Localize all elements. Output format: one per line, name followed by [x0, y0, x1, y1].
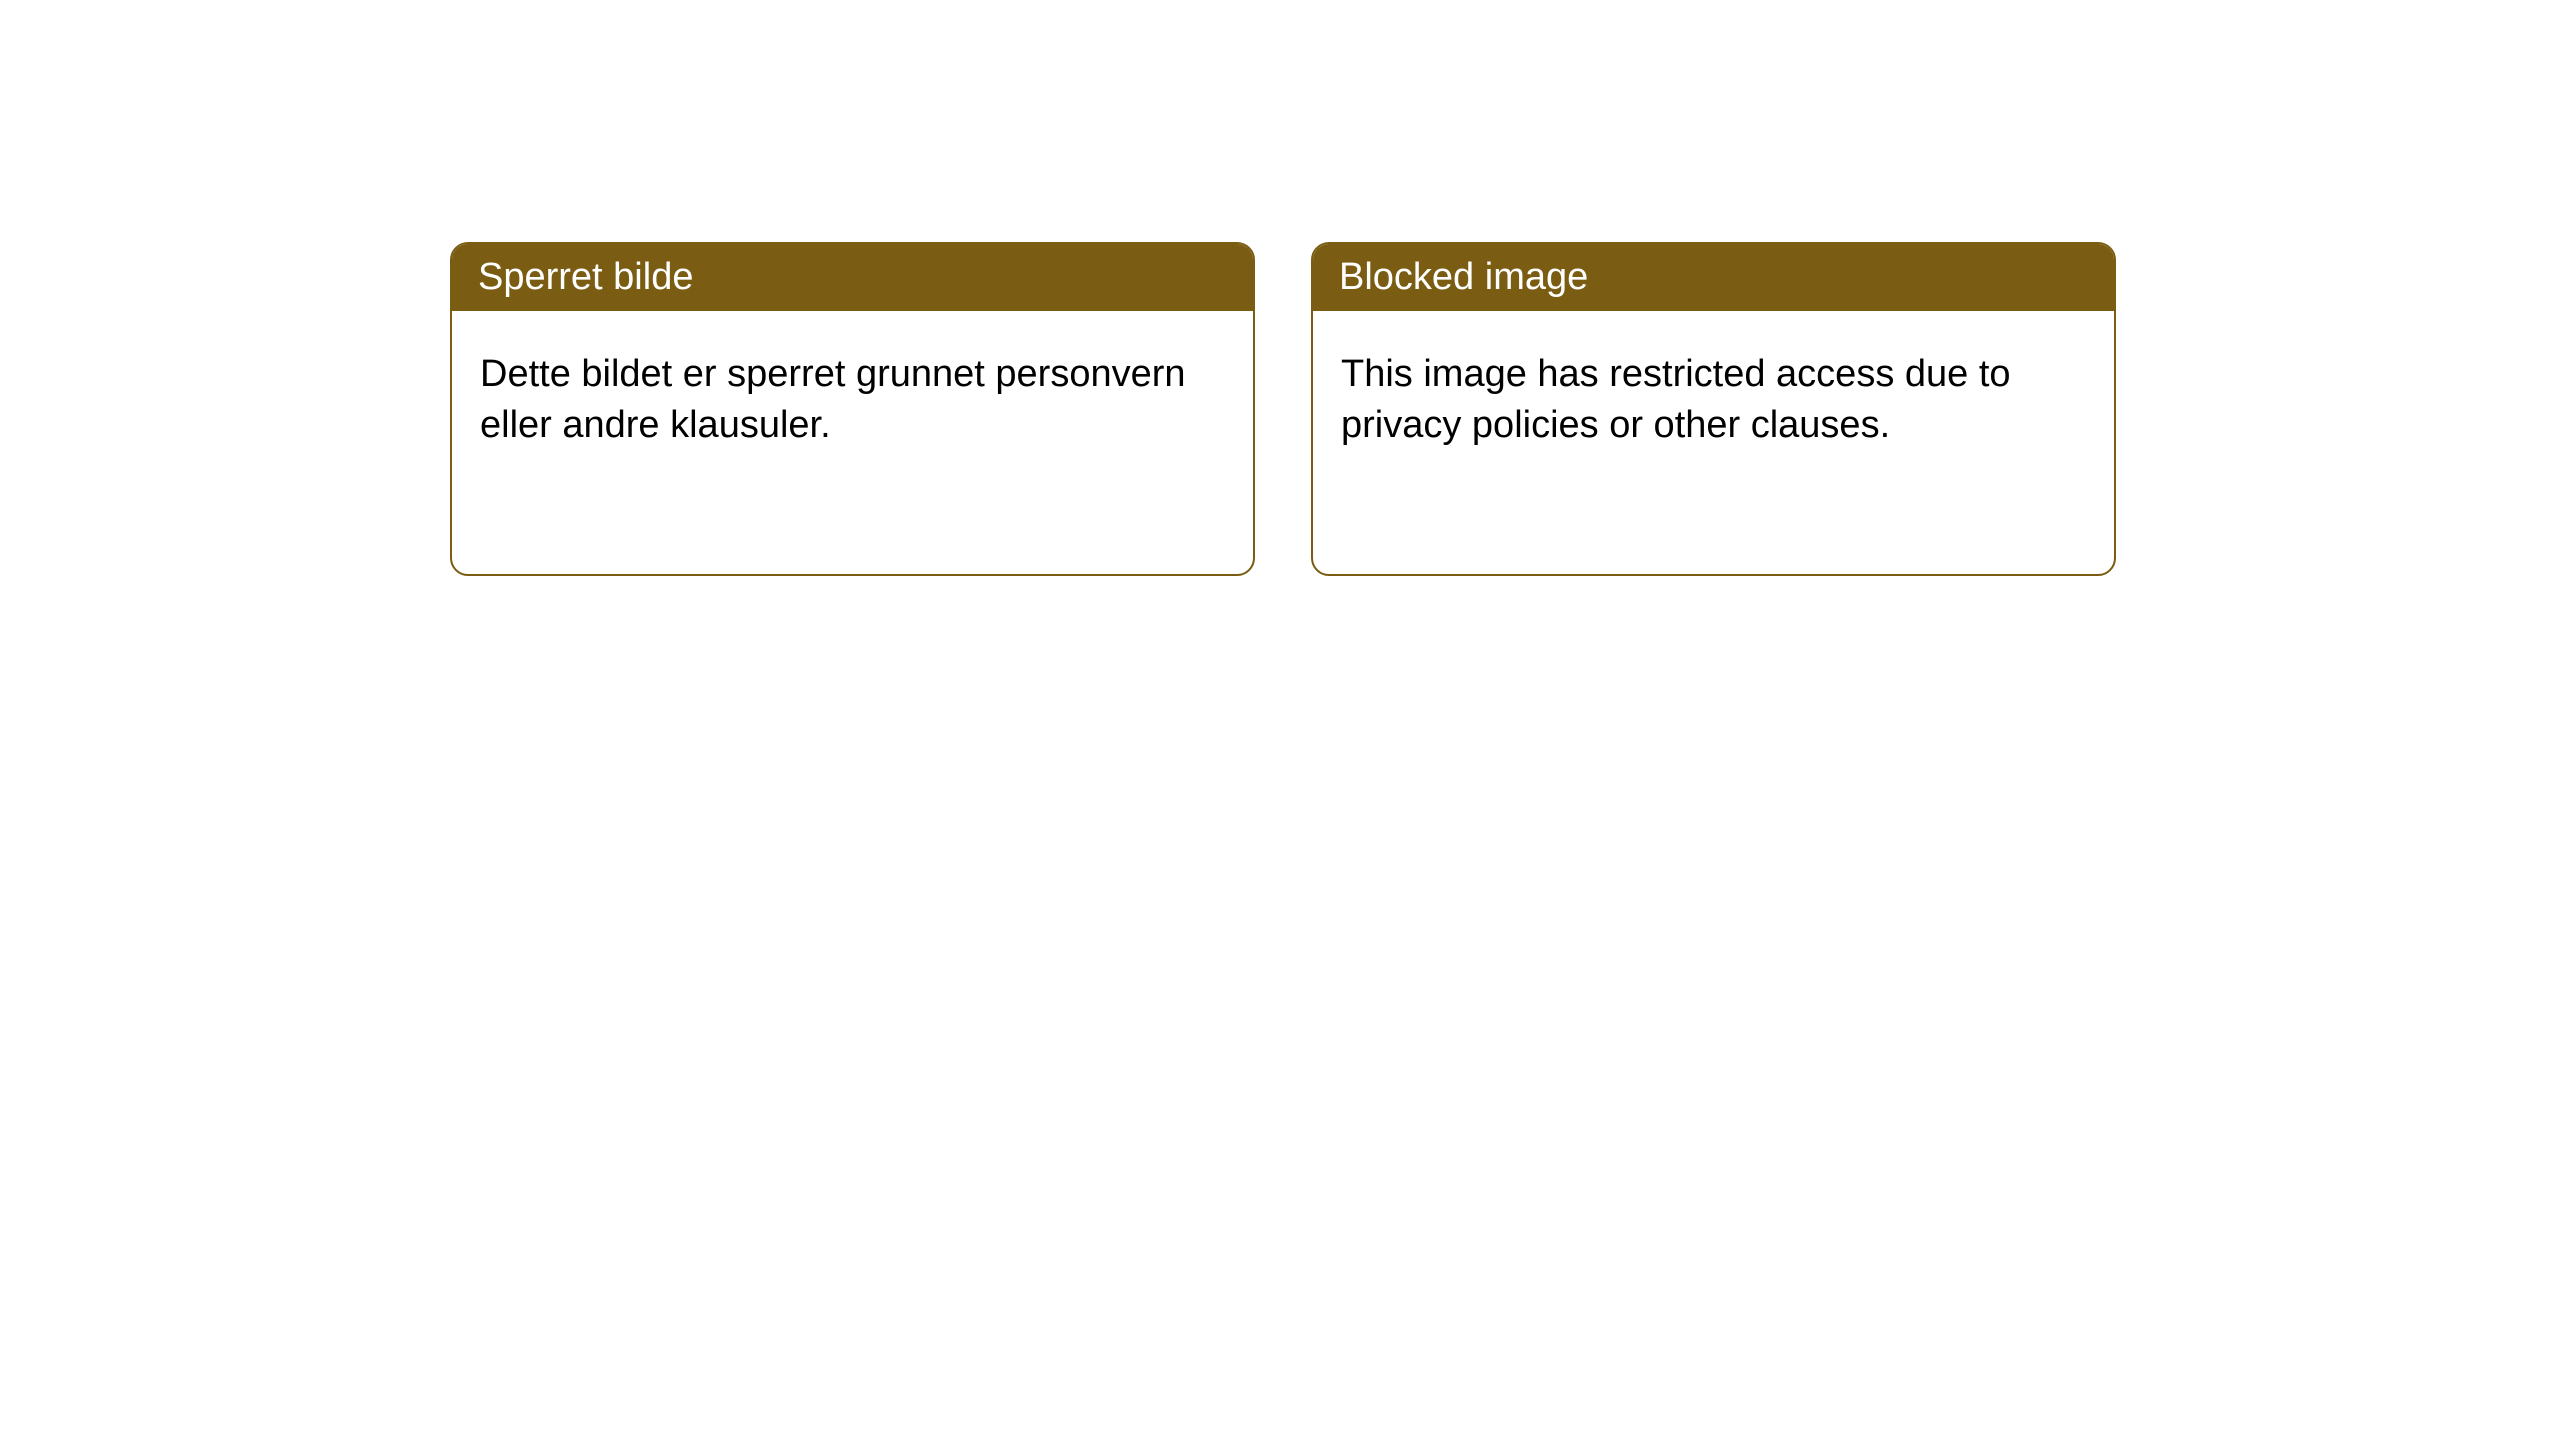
notice-container: Sperret bilde Dette bildet er sperret gr… — [0, 0, 2560, 576]
notice-message: This image has restricted access due to … — [1341, 353, 2011, 446]
notice-card-norwegian: Sperret bilde Dette bildet er sperret gr… — [450, 242, 1255, 576]
notice-header: Sperret bilde — [452, 244, 1253, 311]
notice-body: This image has restricted access due to … — [1313, 311, 2114, 490]
notice-body: Dette bildet er sperret grunnet personve… — [452, 311, 1253, 490]
notice-title: Blocked image — [1339, 256, 1588, 298]
notice-message: Dette bildet er sperret grunnet personve… — [480, 353, 1186, 446]
notice-header: Blocked image — [1313, 244, 2114, 311]
notice-card-english: Blocked image This image has restricted … — [1311, 242, 2116, 576]
notice-title: Sperret bilde — [478, 256, 693, 298]
